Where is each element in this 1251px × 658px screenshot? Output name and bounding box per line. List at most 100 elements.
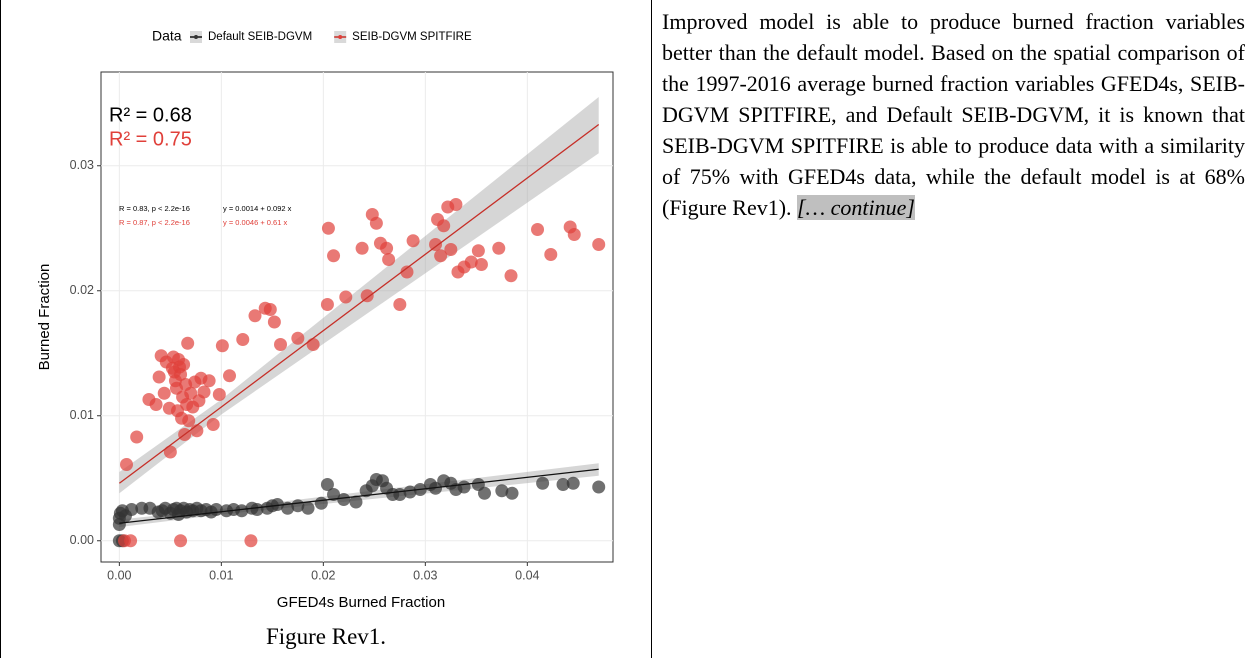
x-tick-label: 0.01: [209, 568, 233, 582]
point: [444, 243, 458, 256]
y-tick-label: 0.03: [70, 158, 94, 172]
point: [437, 219, 451, 233]
point: [337, 493, 351, 506]
point: [250, 503, 264, 516]
point: [429, 238, 443, 251]
paragraph: Improved model is able to produce burned…: [662, 9, 1245, 220]
point: [566, 476, 580, 490]
point: [130, 430, 144, 444]
point: [434, 249, 448, 263]
point: [495, 484, 509, 498]
fit-line: [118, 123, 600, 484]
point: [492, 241, 506, 255]
point: [248, 309, 262, 323]
point: [355, 241, 369, 255]
legend-key-dot: [194, 35, 198, 39]
point: [531, 223, 545, 236]
x-axis-title: GFED4s Burned Fraction: [277, 594, 445, 611]
point: [152, 370, 166, 384]
point: [327, 488, 341, 501]
point: [471, 244, 485, 258]
point: [400, 265, 414, 279]
y-tick-label: 0.00: [70, 533, 94, 547]
point: [174, 534, 188, 548]
legend-key-dot: [338, 35, 343, 39]
point: [505, 486, 519, 500]
point: [457, 480, 471, 494]
point: [270, 498, 284, 511]
point: [360, 289, 374, 303]
point: [163, 445, 177, 459]
point: [382, 253, 396, 266]
point: [380, 241, 394, 255]
point: [202, 374, 216, 388]
point: [449, 198, 463, 211]
caption: Figure Rev1.: [265, 624, 387, 649]
y-tick-label: 0.02: [70, 283, 94, 297]
chart: GFED4s Burned Fraction Burned Fraction 0…: [36, 28, 614, 611]
y-tick-label: 0.01: [70, 408, 94, 422]
point: [124, 534, 138, 548]
point: [244, 534, 258, 548]
point: [236, 333, 250, 346]
point: [181, 336, 195, 350]
point: [306, 338, 320, 351]
point: [263, 303, 277, 316]
fit-line: [119, 468, 599, 524]
stat-label: R = 0.83, p < 2.2e-16: [119, 204, 190, 213]
point: [190, 424, 204, 438]
point: [321, 221, 335, 235]
point: [320, 298, 334, 311]
point: [327, 249, 341, 263]
point: [592, 480, 606, 494]
point: [301, 501, 315, 515]
point: [369, 216, 383, 230]
point: [474, 258, 488, 271]
point: [339, 290, 353, 304]
point: [536, 476, 550, 490]
point: [197, 385, 211, 399]
point: [314, 496, 328, 510]
legend-title: Data: [152, 28, 182, 44]
body-text: Improved model is able to produce burned…: [662, 6, 1245, 223]
point: [544, 248, 558, 261]
stat-label: R = 0.87, p < 2.2e-16: [119, 218, 190, 227]
r2-label: R² = 0.75: [109, 128, 192, 150]
legend-label: SEIB-DGVM SPITFIRE: [352, 31, 472, 43]
point: [406, 234, 420, 248]
figure-cell: GFED4s Burned Fraction Burned Fraction 0…: [0, 0, 652, 658]
point: [125, 503, 139, 516]
point: [274, 338, 288, 351]
y-axis-title: Burned Fraction: [36, 264, 53, 371]
x-tick-label: 0.00: [107, 568, 131, 582]
point: [149, 398, 163, 411]
point: [320, 478, 334, 491]
point: [212, 388, 226, 401]
point: [215, 339, 229, 353]
point: [464, 255, 478, 269]
point: [403, 485, 417, 499]
point: [567, 228, 581, 241]
point: [504, 269, 518, 283]
point: [206, 418, 220, 431]
point: [291, 331, 305, 345]
r2-label: R² = 0.68: [109, 104, 192, 126]
point: [477, 486, 491, 500]
point: [119, 458, 133, 471]
point: [174, 368, 188, 381]
point: [267, 315, 281, 329]
eq-label: y = 0.0046 + 0.61 x: [223, 218, 287, 227]
point: [592, 238, 606, 251]
point: [177, 358, 191, 371]
point: [182, 414, 196, 428]
point: [556, 478, 570, 491]
point: [157, 386, 171, 400]
x-tick-label: 0.03: [413, 568, 437, 582]
point: [349, 495, 363, 509]
eq-label: y = 0.0014 + 0.092 x: [223, 204, 292, 213]
point: [235, 504, 249, 518]
point: [223, 369, 237, 383]
highlight: [… continue]: [797, 195, 915, 220]
x-tick-label: 0.04: [515, 568, 539, 582]
